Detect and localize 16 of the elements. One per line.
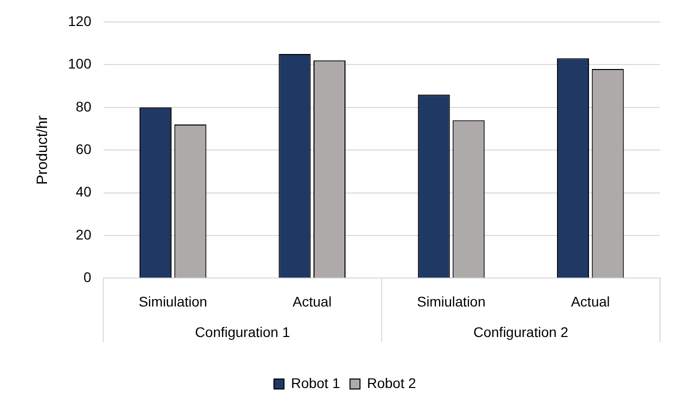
- y-tick-label: 0: [84, 269, 92, 286]
- y-tick-label: 120: [68, 12, 92, 29]
- legend-label: Robot 2: [367, 374, 416, 391]
- x-tick-label: Simiulation: [417, 293, 486, 310]
- y-tick-label: 80: [76, 98, 92, 114]
- y-tick-label: 40: [76, 184, 92, 200]
- legend-label: Robot 1: [290, 374, 340, 391]
- text: Configuration 2: [473, 324, 569, 340]
- y-tick-label: 20: [76, 226, 92, 242]
- y-tick-label: 60: [76, 140, 92, 157]
- y-tick-label: 100: [68, 56, 92, 72]
- x-tick-label: Actual: [292, 293, 332, 310]
- x-tick-label: Simiulation: [138, 293, 208, 310]
- x-tick-label: Actual: [570, 293, 610, 310]
- y-axis-title: Product/hr: [34, 115, 52, 185]
- text: Configuration 1: [195, 324, 290, 340]
